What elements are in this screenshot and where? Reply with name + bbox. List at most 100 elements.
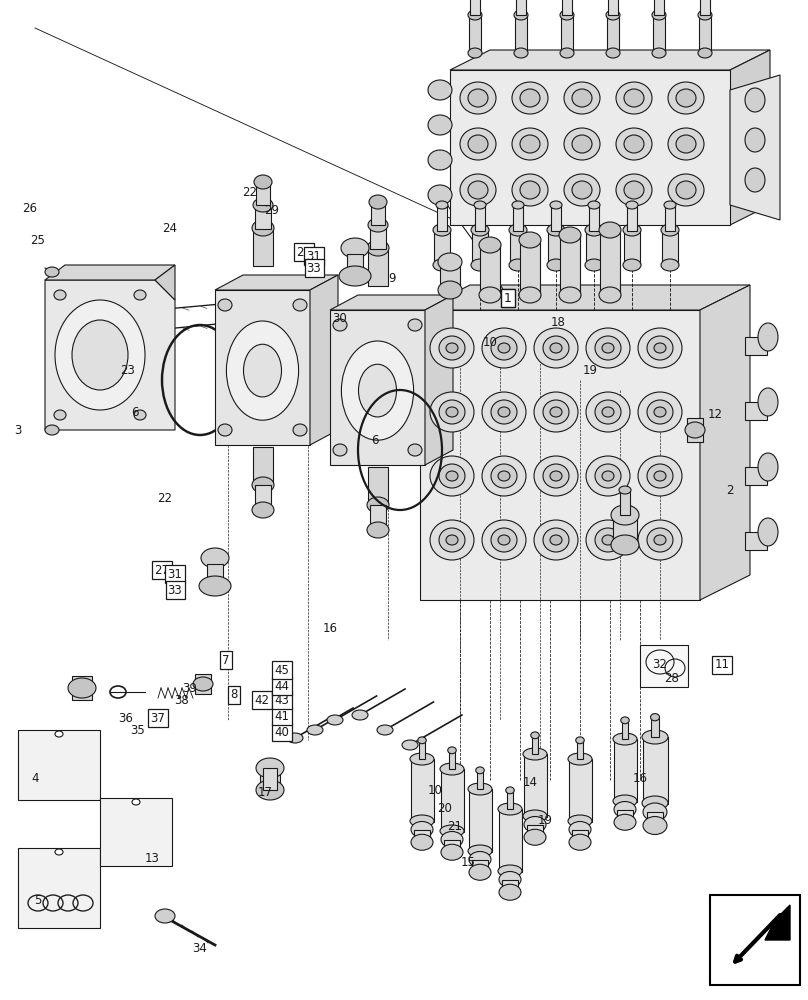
Ellipse shape [72, 320, 128, 390]
Text: 10: 10 [427, 784, 443, 796]
Ellipse shape [476, 767, 484, 774]
Bar [662, 230, 678, 265]
Ellipse shape [155, 909, 175, 923]
Text: 11: 11 [714, 658, 730, 672]
Bar [260, 768, 280, 790]
Ellipse shape [585, 224, 603, 236]
Ellipse shape [491, 528, 517, 552]
Polygon shape [45, 265, 175, 280]
Ellipse shape [430, 392, 474, 432]
Bar [613, 515, 637, 545]
Text: 38: 38 [175, 694, 189, 706]
Ellipse shape [568, 815, 592, 827]
Ellipse shape [758, 518, 778, 546]
Ellipse shape [543, 528, 569, 552]
Ellipse shape [661, 224, 679, 236]
Ellipse shape [430, 328, 474, 368]
Ellipse shape [638, 392, 682, 432]
Bar [577, 740, 583, 759]
Ellipse shape [256, 758, 284, 778]
Text: 44: 44 [275, 680, 289, 692]
Ellipse shape [226, 321, 299, 420]
Bar [419, 740, 425, 759]
Ellipse shape [428, 150, 452, 170]
Bar [569, 759, 592, 822]
Ellipse shape [547, 224, 565, 236]
Bar [510, 230, 526, 265]
Text: 40: 40 [275, 726, 289, 738]
Ellipse shape [55, 731, 63, 737]
Ellipse shape [498, 343, 510, 353]
Bar [503, 880, 518, 892]
Ellipse shape [433, 224, 451, 236]
Bar [473, 859, 488, 872]
Ellipse shape [585, 259, 603, 271]
Bar [562, 0, 572, 15]
Ellipse shape [359, 364, 397, 417]
Text: 14: 14 [523, 776, 537, 788]
Ellipse shape [307, 725, 323, 735]
Bar [700, 0, 710, 15]
Bar [608, 0, 618, 15]
Ellipse shape [333, 444, 347, 456]
Ellipse shape [45, 425, 59, 435]
Bar [520, 240, 540, 295]
Ellipse shape [446, 407, 458, 417]
Ellipse shape [602, 407, 614, 417]
Bar [480, 245, 500, 295]
Ellipse shape [193, 677, 213, 691]
Bar [551, 205, 561, 231]
Polygon shape [45, 280, 175, 430]
Ellipse shape [654, 535, 666, 545]
Text: 19: 19 [583, 363, 597, 376]
Ellipse shape [482, 520, 526, 560]
Ellipse shape [287, 733, 303, 743]
Bar [640, 645, 688, 687]
Ellipse shape [479, 287, 501, 303]
Bar [607, 15, 619, 53]
Ellipse shape [333, 319, 347, 331]
Bar [195, 674, 211, 694]
Ellipse shape [430, 456, 474, 496]
Ellipse shape [572, 135, 592, 153]
Text: 12: 12 [708, 408, 722, 422]
Ellipse shape [611, 535, 639, 555]
Ellipse shape [512, 128, 548, 160]
Ellipse shape [568, 753, 592, 765]
Ellipse shape [377, 725, 393, 735]
Ellipse shape [523, 810, 547, 822]
Polygon shape [730, 50, 770, 225]
Ellipse shape [654, 343, 666, 353]
Ellipse shape [534, 392, 578, 432]
Bar [620, 490, 630, 515]
Bar [621, 720, 629, 739]
Bar [475, 205, 485, 231]
Text: 4: 4 [32, 772, 39, 784]
Bar [330, 310, 425, 465]
Ellipse shape [446, 343, 458, 353]
Ellipse shape [491, 336, 517, 360]
Ellipse shape [654, 471, 666, 481]
Ellipse shape [588, 201, 600, 209]
Ellipse shape [676, 89, 696, 107]
Ellipse shape [446, 471, 458, 481]
Bar [368, 467, 388, 505]
Ellipse shape [418, 737, 427, 744]
Ellipse shape [685, 422, 705, 438]
Ellipse shape [572, 181, 592, 199]
Ellipse shape [460, 82, 496, 114]
Bar [472, 230, 488, 265]
Ellipse shape [410, 815, 434, 827]
Text: 22: 22 [242, 186, 258, 198]
Ellipse shape [367, 522, 389, 538]
Bar [255, 205, 271, 229]
Ellipse shape [543, 400, 569, 424]
Text: 20: 20 [438, 802, 452, 814]
Ellipse shape [642, 796, 668, 810]
Ellipse shape [55, 300, 145, 410]
Text: 16: 16 [322, 621, 338, 635]
Text: 18: 18 [550, 316, 566, 328]
Ellipse shape [469, 852, 491, 867]
Text: 2: 2 [726, 484, 734, 496]
Ellipse shape [560, 48, 574, 58]
